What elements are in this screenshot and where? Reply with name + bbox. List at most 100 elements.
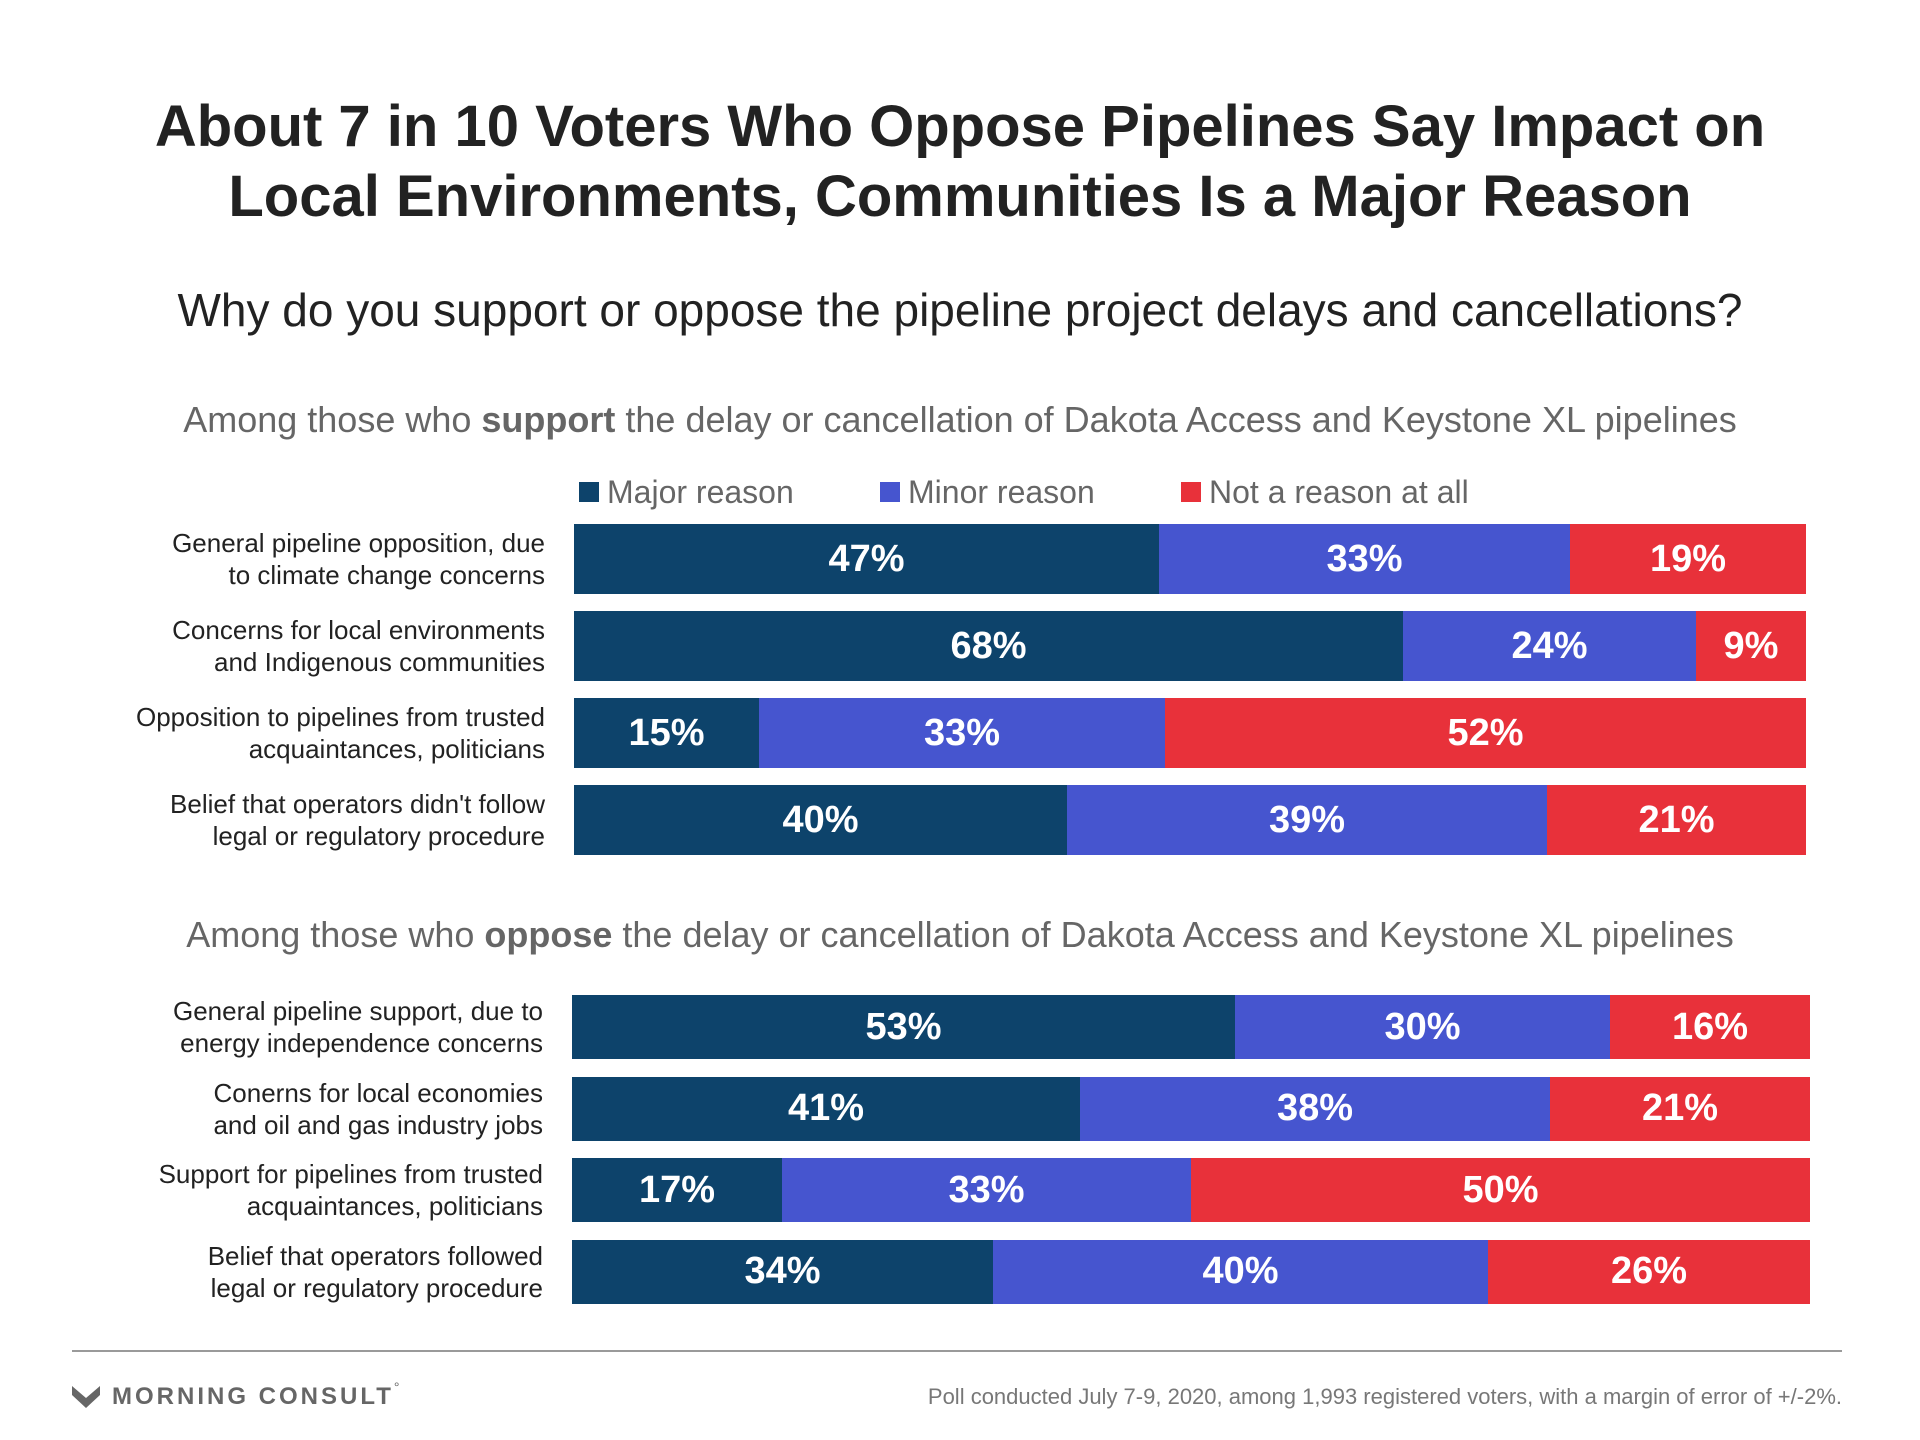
oppose-heading-suffix: the delay or cancellation of Dakota Acce…	[612, 914, 1734, 955]
category-label-line: General pipeline support, due to	[172, 996, 543, 1026]
data-label: 21%	[1638, 798, 1715, 841]
category-label-line: acquaintances, politicians	[246, 1191, 543, 1221]
bar-segment-not: 21%	[1547, 785, 1806, 855]
legend-label-not: Not a reason at all	[1209, 474, 1469, 510]
bar-segment-not: 50%	[1191, 1158, 1810, 1222]
data-label: 16%	[1671, 1005, 1749, 1048]
bar-segment-minor: 30%	[1235, 995, 1610, 1059]
data-label: 53%	[865, 1005, 942, 1048]
legend-swatch-major	[579, 482, 599, 502]
bar-row: Belief that operators didn't follow legal…	[0, 785, 1920, 855]
category-label-line: legal or regulatory procedure	[210, 1272, 543, 1303]
bar-segment-not: 19%	[1570, 524, 1806, 594]
category-label: General pipeline opposition, due to clima…	[25, 524, 545, 594]
category-label-line: acquaintances, politicians	[248, 734, 545, 764]
logo-chevron-icon	[72, 1386, 100, 1408]
data-label: 15%	[628, 711, 705, 754]
data-label: 33%	[1326, 537, 1403, 580]
data-label: 40%	[782, 798, 859, 841]
bar-segment-major: 34%	[572, 1239, 993, 1304]
data-label: 52%	[1447, 711, 1524, 754]
category-label-line: Support for pipelines from trusted	[158, 1159, 543, 1189]
category-label-line: Belief that operators didn't follow	[170, 789, 545, 819]
category-label: Belief that operators didn't follow legal…	[25, 785, 545, 855]
category-label: Support for pipelines from trusted acquai…	[23, 1158, 543, 1222]
category-label: Concerns for local environments and Indig…	[25, 611, 545, 681]
footer-divider	[72, 1350, 1842, 1352]
oppose-section-heading: Among those who oppose the delay or canc…	[0, 913, 1920, 957]
category-label-line: and Indigenous communities	[214, 647, 545, 677]
bar-segment-minor: 33%	[782, 1158, 1191, 1222]
data-label: 30%	[1384, 1005, 1461, 1048]
bar-row: Conerns for local economies and oil and g…	[0, 1076, 1920, 1141]
support-heading-prefix: Among those who	[183, 399, 482, 440]
bar-segment-minor: 38%	[1080, 1076, 1550, 1141]
bar-row: Belief that operators followed legal or r…	[0, 1239, 1920, 1304]
bar-segment-not: 16%	[1610, 995, 1810, 1059]
data-label: 34%	[744, 1250, 821, 1292]
bar-row: General pipeline support, due to energy i…	[0, 995, 1920, 1059]
category-label-line: Opposition to pipelines from trusted	[136, 702, 545, 732]
category-label-line: General pipeline opposition, due	[172, 528, 545, 558]
support-heading-suffix: the delay or cancellation of Dakota Acce…	[615, 399, 1737, 440]
bar-segment-not: 9%	[1696, 611, 1806, 681]
data-label: 47%	[828, 537, 905, 580]
data-label: 68%	[950, 624, 1027, 667]
bar-row: Concerns for local environments and Indig…	[0, 611, 1920, 681]
oppose-heading-emphasis: oppose	[484, 914, 613, 955]
poll-footnote: Poll conducted July 7-9, 2020, among 1,9…	[927, 1384, 1842, 1409]
legend-swatch-minor	[880, 482, 900, 502]
category-label-line: and oil and gas industry jobs	[213, 1109, 543, 1140]
data-label: 21%	[1641, 1087, 1719, 1129]
bar-row: General pipeline opposition, due to clima…	[0, 524, 1920, 594]
logo-registered-mark: °	[393, 1379, 400, 1395]
data-label: 33%	[923, 711, 1001, 754]
support-heading-emphasis: support	[481, 399, 616, 440]
bar-segment-minor: 39%	[1067, 785, 1547, 855]
bar-row: Support for pipelines from trusted acquai…	[0, 1158, 1920, 1222]
bar-segment-major: 47%	[574, 524, 1159, 594]
legend-label-minor: Minor reason	[908, 474, 1095, 510]
data-label: 24%	[1511, 624, 1588, 667]
bar-segment-not: 26%	[1488, 1239, 1810, 1304]
category-label: Conerns for local economies and oil and g…	[23, 1077, 543, 1141]
bar-segment-minor: 40%	[993, 1239, 1488, 1304]
data-label: 26%	[1610, 1250, 1688, 1292]
data-label: 33%	[948, 1168, 1025, 1211]
data-label: 40%	[1202, 1250, 1279, 1292]
category-label-line: legal or regulatory procedure	[212, 821, 545, 851]
bar-segment-minor: 33%	[759, 698, 1165, 768]
legend-item-minor: Minor reason	[880, 470, 1095, 514]
chart-title: About 7 in 10 Voters Who Oppose Pipeline…	[0, 92, 1920, 232]
category-label-line: to climate change concerns	[228, 560, 545, 590]
data-label: 39%	[1268, 798, 1346, 841]
category-label-line: Concerns for local environments	[172, 615, 545, 645]
survey-question: Why do you support or oppose the pipelin…	[177, 284, 1743, 336]
oppose-heading-prefix: Among those who	[186, 914, 485, 955]
category-label-line: Belief that operators followed	[207, 1240, 543, 1271]
data-label: 50%	[1462, 1168, 1539, 1211]
category-label: Opposition to pipelines from trusted acqu…	[25, 698, 545, 768]
bar-segment-major: 68%	[574, 611, 1403, 681]
legend-item-not: Not a reason at all	[1181, 470, 1469, 514]
bar-segment-minor: 33%	[1159, 524, 1570, 594]
chart-title-line-1: About 7 in 10 Voters Who Oppose Pipeline…	[154, 94, 1766, 159]
morning-consult-logo: MORNING CONSULT °	[72, 1379, 400, 1414]
data-label: 17%	[638, 1168, 716, 1211]
category-label-line: Conerns for local economies	[213, 1077, 544, 1108]
logo-text: MORNING CONSULT	[112, 1383, 394, 1410]
data-label: 41%	[787, 1087, 865, 1129]
category-label: Belief that operators followed legal or r…	[23, 1240, 543, 1304]
chart-legend: Major reason Minor reason Not a reason a…	[0, 470, 1920, 514]
category-label: General pipeline support, due to energy i…	[23, 995, 543, 1059]
bar-segment-major: 53%	[572, 995, 1235, 1059]
data-label: 38%	[1276, 1087, 1354, 1129]
chart-title-line-2: Local Environments, Communities Is a Maj…	[228, 164, 1692, 229]
bar-row: Opposition to pipelines from trusted acqu…	[0, 698, 1920, 768]
legend-item-major: Major reason	[579, 470, 794, 514]
data-label: 9%	[1723, 624, 1779, 667]
legend-swatch-not	[1181, 482, 1201, 502]
bar-segment-minor: 24%	[1403, 611, 1696, 681]
bar-segment-not: 52%	[1165, 698, 1806, 768]
bar-segment-major: 41%	[572, 1076, 1080, 1141]
